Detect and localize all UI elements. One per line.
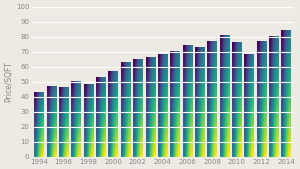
Y-axis label: Price/SQFT: Price/SQFT [4, 61, 13, 102]
